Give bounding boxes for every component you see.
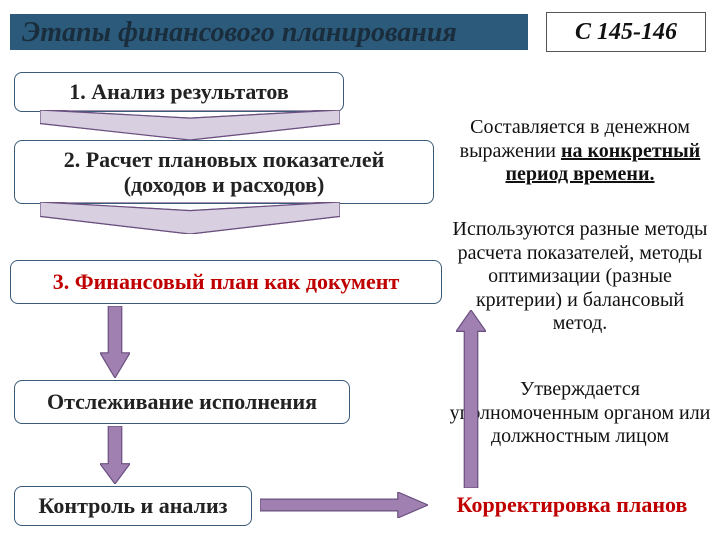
side-text-approval: Утверждается уполномоченным органом или … <box>448 378 712 449</box>
side-text-compose: Составляется в денежном выражении на кон… <box>448 116 712 187</box>
step-1-label: 1. Анализ результатов <box>69 79 288 104</box>
step-4-label: Отслеживание исполнения <box>47 389 317 414</box>
arrow-step1-step2 <box>40 110 340 140</box>
arrow-step2-step3 <box>40 202 340 234</box>
step-2-label: 2. Расчет плановых показателей (доходов … <box>25 147 423 198</box>
step-3-financial-plan: 3. Финансовый план как документ <box>10 260 442 304</box>
step-5-control: Контроль и анализ <box>14 486 252 526</box>
arrow-correction-up <box>456 310 486 488</box>
step-1-analysis: 1. Анализ результатов <box>14 72 344 112</box>
page-reference: С 145-146 <box>546 12 706 52</box>
title-bar: Этапы финансового планирования <box>14 12 524 54</box>
arrow-step3-step4 <box>100 306 130 378</box>
step-2-calculation: 2. Расчет плановых показателей (доходов … <box>14 140 434 204</box>
side-text-methods: Используются разные методы расчета показ… <box>448 218 712 336</box>
step-3-label: 3. Финансовый план как документ <box>53 269 400 294</box>
step-5-label: Контроль и анализ <box>39 493 228 518</box>
correction-label: Корректировка планов <box>432 492 712 518</box>
arrow-step5-correction <box>260 492 428 518</box>
page-title: Этапы финансового планирования <box>22 17 457 49</box>
page-ref-text: С 145-146 <box>575 19 677 46</box>
step-4-tracking: Отслеживание исполнения <box>14 380 350 424</box>
arrow-step4-step5 <box>100 426 130 484</box>
